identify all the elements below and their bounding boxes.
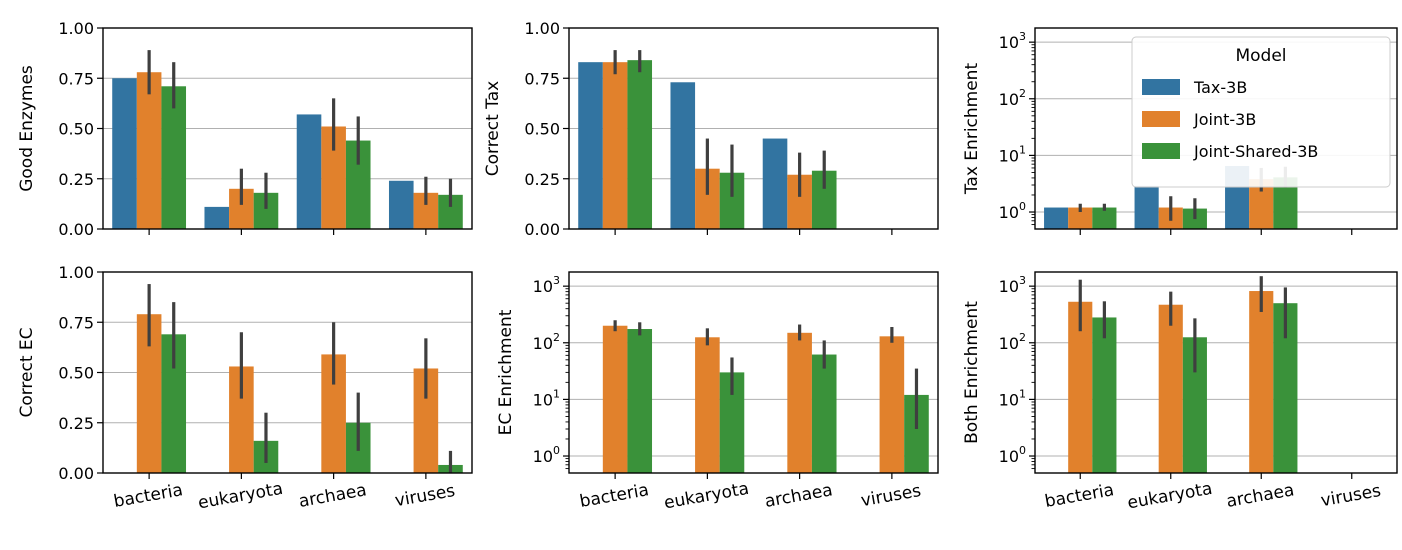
y-tick-label: 0.25 — [58, 170, 94, 189]
bar-tax-3b-viruses — [388, 180, 414, 229]
bar-joint-3b-archaea — [787, 332, 812, 473]
panel-both-enrichment: 100 101 102 103 bacteria eukaryota archaea viru… — [962, 271, 1398, 514]
y-tick-label: 101 — [999, 387, 1026, 409]
y-tick-label: 0.50 — [524, 120, 560, 139]
x-category-label: eukaryota — [663, 479, 751, 514]
bar-joint-3b-eukaryota — [1158, 304, 1183, 473]
axes-frame — [102, 271, 473, 474]
y-tick-label: 103 — [533, 274, 560, 296]
bar-tax-3b-bacteria — [1044, 207, 1069, 229]
y-tick-label: 1.00 — [58, 263, 94, 282]
y-tick-label: 0.00 — [58, 220, 94, 239]
y-axis-label: Tax Enrichment — [962, 63, 982, 196]
y-tick-label: 0.75 — [58, 313, 94, 332]
y-axis-label: EC Enrichment — [496, 309, 516, 435]
axes-frame — [568, 271, 939, 474]
y-tick-label: 0.25 — [58, 414, 94, 433]
bar-tax-3b-eukaryota — [204, 206, 230, 229]
panel-correct-ec: 0.00 0.25 0.50 0.75 1.00 bacteria eukaryota arc… — [17, 263, 473, 514]
y-axis-label: Both Enrichment — [962, 301, 982, 444]
bar-joint-shared-3b-bacteria — [627, 329, 653, 473]
legend: Model Tax-3B Joint-3B Joint-Shared-3B — [1131, 36, 1391, 188]
y-tick-label: 0.75 — [524, 69, 560, 88]
axes-frame — [102, 27, 473, 230]
x-category-label: viruses — [859, 481, 922, 511]
legend-swatch-tax-3b — [1142, 79, 1180, 95]
bar-joint-shared-3b-bacteria — [1092, 207, 1117, 229]
legend-swatch-joint-shared-3b — [1142, 143, 1180, 159]
y-tick-label: 0.25 — [524, 170, 560, 189]
legend-label: Joint-Shared-3B — [1193, 142, 1318, 161]
x-category-label: archaea — [763, 480, 834, 512]
y-tick-label: 102 — [999, 331, 1026, 353]
y-tick-label: 0.75 — [58, 69, 94, 88]
axes-frame — [568, 27, 939, 230]
y-tick-label: 0.00 — [524, 220, 560, 239]
x-category-label: bacteria — [112, 480, 184, 512]
y-tick-label: 0.50 — [58, 120, 94, 139]
x-category-label: archaea — [1225, 480, 1296, 512]
y-tick-label: 103 — [999, 30, 1026, 52]
y-tick-label: 1.00 — [58, 19, 94, 38]
bar-tax-3b-eukaryota — [670, 82, 696, 230]
y-tick-label: 100 — [999, 200, 1026, 222]
bar-joint-shared-3b-archaea — [811, 354, 837, 473]
y-axis-label: Correct EC — [17, 327, 37, 417]
x-category-label: viruses — [1319, 481, 1382, 511]
bar-joint-shared-3b-bacteria — [161, 86, 187, 229]
legend-swatch-joint-3b — [1142, 111, 1180, 127]
y-tick-label: 101 — [999, 143, 1026, 165]
y-tick-label: 0.00 — [58, 464, 94, 483]
x-category-label: eukaryota — [1126, 479, 1214, 514]
y-tick-label: 101 — [533, 387, 560, 409]
legend-label: Joint-3B — [1193, 110, 1256, 129]
bar-joint-3b-bacteria — [602, 325, 628, 473]
bar-joint-3b-bacteria — [602, 62, 628, 229]
y-tick-label: 100 — [533, 444, 560, 466]
legend-title: Model — [1235, 46, 1286, 66]
bar-joint-3b-bacteria — [1068, 207, 1093, 229]
y-tick-label: 0.50 — [58, 364, 94, 383]
x-category-label: bacteria — [578, 480, 650, 512]
bar-tax-3b-eukaryota — [1134, 185, 1159, 229]
bar-joint-3b-viruses — [879, 336, 905, 473]
panel-ec-enrichment: 100 101 102 103 bacteria eukaryota archaea viru… — [496, 271, 939, 514]
x-category-label: viruses — [393, 481, 456, 511]
y-tick-label: 102 — [533, 331, 560, 353]
legend-box — [1131, 36, 1391, 188]
bar-joint-3b-eukaryota — [695, 337, 720, 473]
bar-tax-3b-bacteria — [112, 78, 137, 229]
bar-tax-3b-archaea — [762, 138, 788, 229]
y-tick-label: 1.00 — [524, 19, 560, 38]
bar-tax-3b-bacteria — [578, 62, 603, 229]
bar-joint-shared-3b-bacteria — [1092, 317, 1117, 473]
panel-good-enzymes: 0.00 0.25 0.50 0.75 1.00 Good Enzymes — [17, 19, 473, 239]
bar-tax-3b-archaea — [296, 114, 322, 229]
y-tick-label: 100 — [999, 444, 1026, 466]
y-tick-label: 103 — [999, 274, 1026, 296]
y-axis-label: Correct Tax — [483, 81, 503, 177]
panel-correct-tax: 0.00 0.25 0.50 0.75 1.00 Correct Tax — [483, 19, 939, 239]
legend-label: Tax-3B — [1193, 78, 1247, 97]
axes-frame — [1034, 271, 1398, 474]
bar-joint-shared-3b-bacteria — [627, 60, 653, 229]
x-category-label: bacteria — [1043, 480, 1115, 512]
y-axis-label: Good Enzymes — [17, 65, 37, 192]
y-tick-label: 102 — [999, 87, 1026, 109]
bar-joint-3b-bacteria — [136, 72, 162, 229]
x-category-label: eukaryota — [197, 479, 285, 514]
x-category-label: archaea — [297, 480, 368, 512]
bar-joint-3b-archaea — [1249, 291, 1274, 473]
axes-frame — [1034, 27, 1398, 230]
